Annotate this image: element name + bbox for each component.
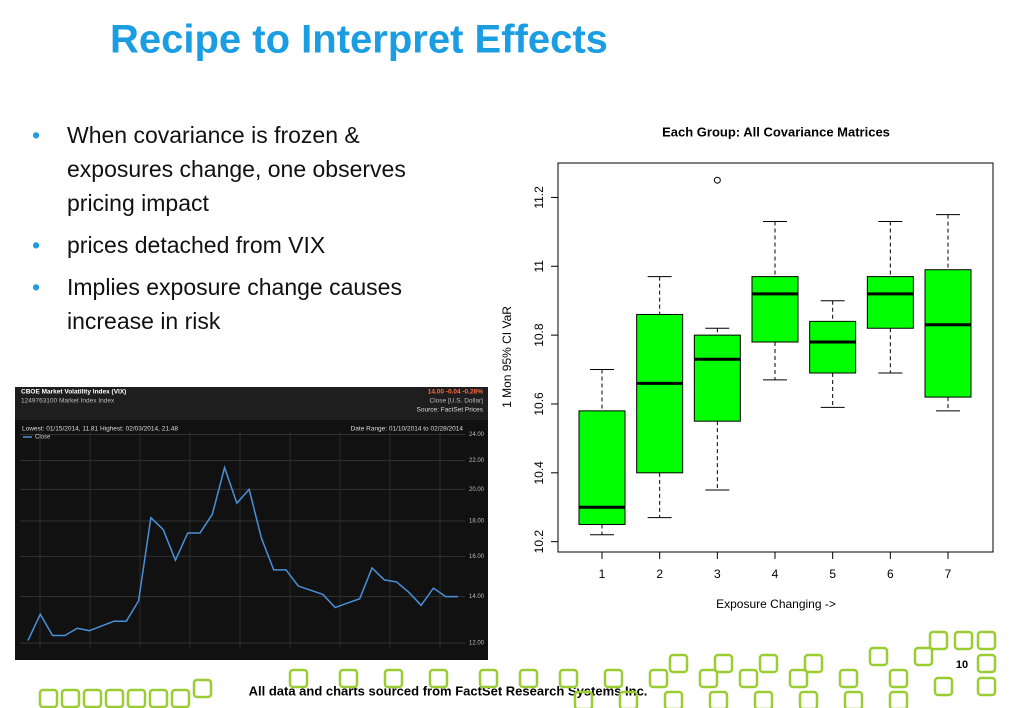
decor-square: [668, 653, 689, 674]
decor-square: [953, 630, 974, 651]
decor-square: [698, 668, 719, 689]
decor-square: [788, 668, 809, 689]
x-axis-label: Exposure Changing ->: [716, 597, 836, 611]
y-tick-label: 11: [532, 260, 546, 273]
decor-square: [104, 688, 125, 708]
y-tick-label: 12.00: [469, 641, 485, 647]
decor-square: [558, 668, 579, 689]
y-tick-label: 22.00: [469, 458, 485, 464]
x-tick-label: 2: [656, 567, 663, 581]
decor-square: [192, 678, 213, 699]
x-tick-label: 6: [887, 567, 894, 581]
chart-subtitle: 1249763100 Market Index Index: [21, 398, 115, 405]
quote: 14.00 -0.04 -0.28%: [428, 389, 484, 396]
decor-square: [603, 668, 624, 689]
decor-square: [976, 630, 997, 651]
box: [693, 334, 741, 422]
outlier: [713, 176, 721, 184]
decor-square: [170, 688, 191, 708]
range-note: Lowest: 01/15/2014, 11.81 Highest: 02/03…: [22, 426, 178, 433]
y-tick-label: 16.00: [469, 554, 485, 560]
y-tick-label: 10.2: [532, 530, 546, 554]
decor-square: [428, 668, 449, 689]
y-tick-label: 11.2: [532, 186, 546, 209]
line-series: [27, 464, 458, 641]
decor-square: [648, 668, 669, 689]
bullet-list: When covariance is frozen & exposures ch…: [30, 118, 450, 346]
decor-square: [618, 690, 639, 708]
decor-square: [758, 653, 779, 674]
decor-square: [126, 688, 147, 708]
decor-square: [838, 668, 859, 689]
y-axis-label: 1 Mon 95% CI VaR: [500, 306, 514, 408]
decor-square: [82, 688, 103, 708]
decor-square: [798, 690, 819, 708]
decor-square: [288, 668, 309, 689]
chart-bg: [15, 387, 488, 660]
x-tick-label: 7: [945, 567, 952, 581]
box: [924, 269, 972, 398]
y-tick-label: 24.00: [469, 432, 485, 438]
decor-square: [888, 668, 909, 689]
decor-square: [976, 653, 997, 674]
y-tick-label: 14.00: [469, 594, 485, 600]
box: [636, 313, 684, 474]
x-tick-label: 1: [599, 567, 606, 581]
decor-square: [933, 676, 954, 697]
decor-square: [738, 668, 759, 689]
y-tick-label: 10.8: [532, 323, 546, 347]
y-tick-label: 10.6: [532, 392, 546, 416]
box: [809, 320, 857, 374]
decor-square: [60, 688, 81, 708]
chart-title: Each Group: All Covariance Matrices: [662, 124, 890, 139]
decor-square: [478, 668, 499, 689]
decor-square: [713, 653, 734, 674]
decor-square: [573, 690, 594, 708]
bullet: prices detached from VIX: [30, 228, 450, 262]
x-tick-label: 5: [829, 567, 836, 581]
legend-label: Close: [35, 435, 51, 441]
decor-square: [38, 688, 59, 708]
decor-square: [518, 668, 539, 689]
y-tick-label: 18.00: [469, 519, 485, 525]
x-tick-label: 4: [772, 567, 779, 581]
slide-title: Recipe to Interpret Effects: [110, 18, 608, 62]
decor-square: [843, 690, 864, 708]
box: [866, 276, 914, 329]
decor-square: [913, 646, 934, 667]
y-tick-label: 10.4: [532, 461, 546, 485]
bullet: When covariance is frozen & exposures ch…: [30, 118, 450, 220]
decor-square: [338, 668, 359, 689]
decor-square: [708, 690, 729, 708]
decor-square: [148, 688, 169, 708]
date-range: Date Range: 01/10/2014 to 02/28/2014: [351, 426, 464, 433]
x-tick-label: 3: [714, 567, 721, 581]
source: Source: FactSet Prices: [417, 407, 484, 414]
decor-square: [976, 676, 997, 697]
vix-chart: CBOE Market Volatility Index (VIX) 124976…: [15, 387, 488, 660]
header-bg: [15, 387, 488, 420]
page-number: 10: [956, 659, 968, 671]
box: [751, 276, 799, 343]
box: [578, 410, 626, 525]
decor-square: [803, 653, 824, 674]
bullet: Implies exposure change causes increase …: [30, 270, 450, 338]
decor-square: [663, 690, 684, 708]
decor-square: [383, 668, 404, 689]
y-tick-label: 20.00: [469, 487, 485, 493]
decor-square: [753, 690, 774, 708]
price-note: Close [U.S. Dollar]: [430, 398, 484, 405]
decor-square: [928, 630, 949, 651]
decor-square: [868, 646, 889, 667]
decor-square: [888, 690, 909, 708]
chart-title: CBOE Market Volatility Index (VIX): [21, 389, 126, 396]
